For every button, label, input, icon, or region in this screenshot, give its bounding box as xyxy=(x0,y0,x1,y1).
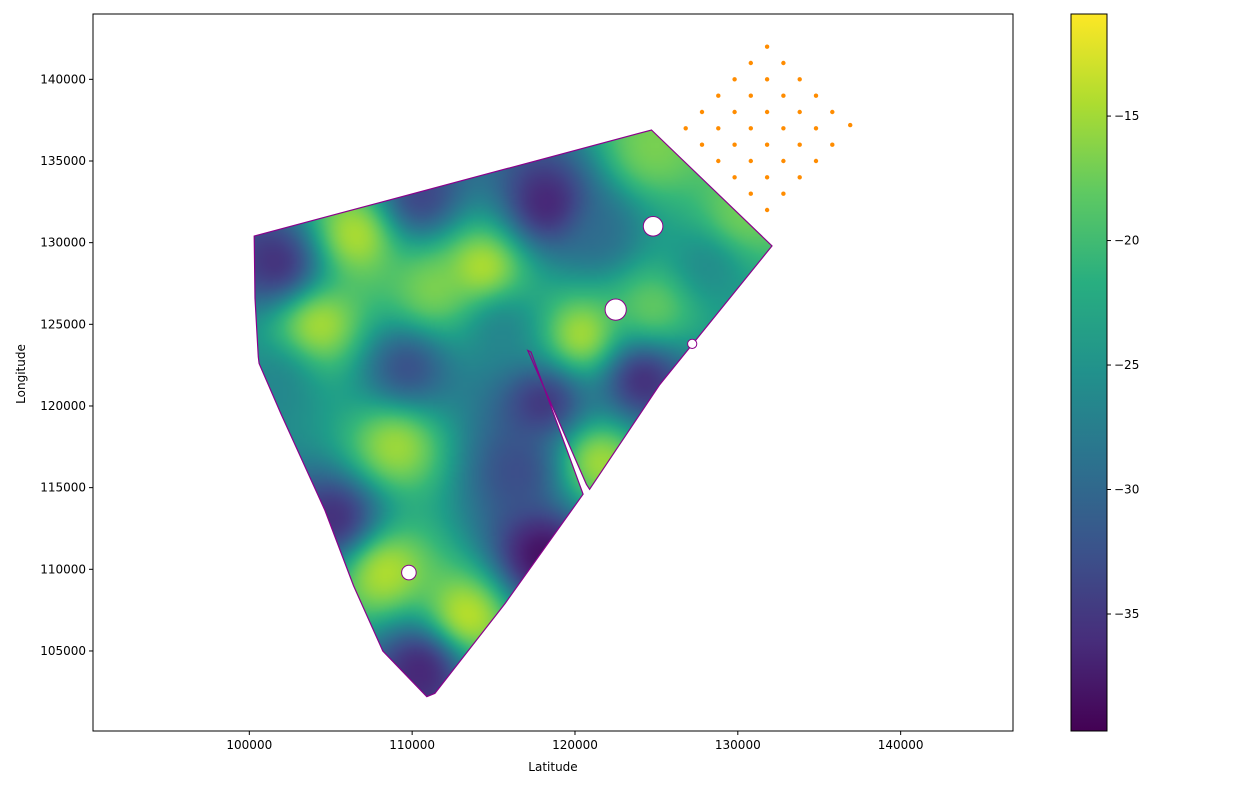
turbine-point xyxy=(748,126,753,131)
x-tick-label: 130000 xyxy=(715,738,761,752)
turbine-point xyxy=(797,109,802,115)
y-axis: 105000 110000 115000 120000 125000 130000 1350… xyxy=(40,72,93,658)
colorbar-tick-label: −30 xyxy=(1114,483,1139,497)
colorbar-tick-label: −25 xyxy=(1114,358,1139,372)
y-tick-label: 105000 xyxy=(40,644,86,658)
turbine-point xyxy=(813,93,819,98)
y-tick-label: 135000 xyxy=(40,154,86,168)
x-tick-label: 100000 xyxy=(226,738,272,752)
turbine-point xyxy=(813,158,819,164)
turbine-point xyxy=(764,142,770,147)
turbine-point xyxy=(748,158,753,164)
site-boundary xyxy=(253,129,773,698)
turbine-point xyxy=(732,109,737,115)
turbine-point xyxy=(764,207,770,213)
turbine-point xyxy=(732,175,737,180)
turbine-point xyxy=(797,142,802,147)
plot-area xyxy=(92,13,1014,732)
turbine-point xyxy=(732,77,737,82)
turbine-point xyxy=(764,175,770,180)
exclusion-zone xyxy=(604,298,627,321)
colorbar-ticks: −35 −30 −25 −20 −15 xyxy=(1107,109,1139,621)
x-tick-label: 120000 xyxy=(552,738,598,752)
turbine-point xyxy=(716,158,721,164)
turbine-point xyxy=(781,158,786,164)
axes-frame xyxy=(92,13,1014,732)
turbine-point xyxy=(781,93,786,98)
colorbar: −35 −30 −25 −20 −15 xyxy=(1070,13,1139,732)
exclusion-zone xyxy=(401,564,417,581)
turbine-point xyxy=(797,77,802,82)
exclusion-zone xyxy=(687,338,698,349)
y-tick-label: 125000 xyxy=(40,317,86,331)
turbine-point xyxy=(781,60,786,66)
turbine-point xyxy=(781,191,786,196)
turbine-point xyxy=(830,142,835,147)
x-tick-label: 110000 xyxy=(389,738,435,752)
turbine-point xyxy=(716,93,721,98)
y-tick-label: 110000 xyxy=(40,562,86,576)
turbine-point xyxy=(848,122,853,128)
exclusion-zones xyxy=(401,216,698,581)
turbine-point xyxy=(830,109,835,115)
turbine-point xyxy=(748,60,753,66)
x-tick-label: 140000 xyxy=(878,738,924,752)
turbine-point xyxy=(797,175,802,180)
turbine-point xyxy=(764,77,770,82)
y-tick-label: 120000 xyxy=(40,399,86,413)
turbine-point xyxy=(699,109,705,115)
turbine-point xyxy=(716,126,721,131)
turbine-point xyxy=(813,126,819,131)
turbine-point xyxy=(781,126,786,131)
y-tick-label: 140000 xyxy=(40,72,86,86)
y-axis-label: Longitude xyxy=(14,344,28,404)
turbine-point xyxy=(699,142,705,147)
colorbar-tick-label: −20 xyxy=(1114,234,1139,248)
turbine-point xyxy=(732,142,737,147)
exclusion-zone xyxy=(642,216,664,237)
x-axis: 100000 110000 120000 130000 140000 xyxy=(226,731,924,752)
turbine-points xyxy=(683,44,853,213)
turbine-point xyxy=(683,126,688,131)
colorbar-tick-label: −35 xyxy=(1114,607,1139,621)
turbine-point xyxy=(764,109,770,115)
colorbar-tick-label: −15 xyxy=(1114,109,1139,123)
turbine-point xyxy=(748,191,753,196)
y-tick-label: 115000 xyxy=(40,481,86,495)
colorbar-frame xyxy=(1070,13,1108,732)
colorbar-gradient xyxy=(1071,14,1107,731)
turbine-point xyxy=(764,44,770,49)
x-axis-label: Latitude xyxy=(528,760,577,774)
turbine-point xyxy=(748,93,753,98)
y-tick-label: 130000 xyxy=(40,236,86,250)
